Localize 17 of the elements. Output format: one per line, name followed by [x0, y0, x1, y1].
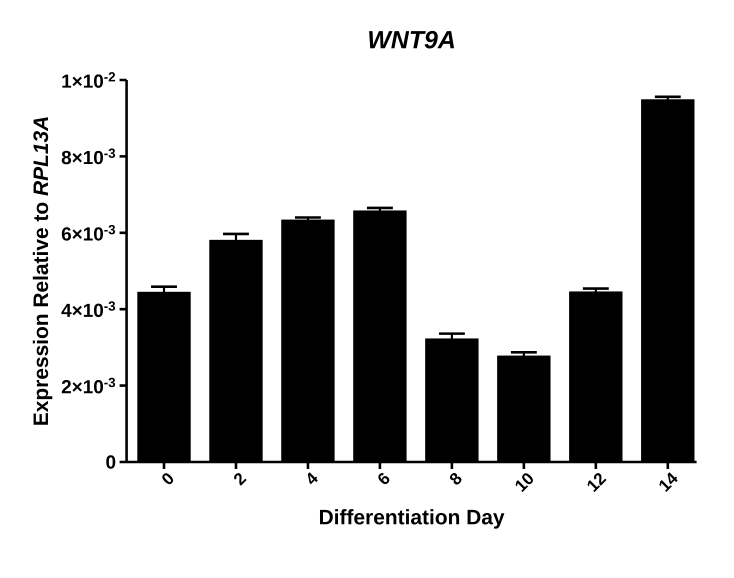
- y-axis-title: Expression Relative to RPL13A: [32, 117, 52, 425]
- x-tick-label: 14: [659, 472, 678, 492]
- y-tick-label: 4×10$^{-3}$: [61, 301, 116, 318]
- x-tick-label: 10: [516, 473, 533, 492]
- y-tick-label: 8×10$^{-3}$: [62, 148, 116, 164]
- x-tick-label: 6: [378, 473, 390, 484]
- x-tick-label: 0: [162, 473, 174, 484]
- y-tick-label: 2×10$^{-3}$: [62, 378, 116, 394]
- chart-title: WNT9A: [369, 30, 454, 48]
- x-tick-label: 8: [450, 472, 462, 484]
- x-axis-title: Differentiation Day: [320, 509, 504, 529]
- x-tick-label: 12: [588, 473, 607, 492]
- y-tick-label: 1×10$^{-2}$: [62, 72, 116, 88]
- y-tick-label: 6×10$^{-3}$: [62, 224, 116, 241]
- y-tick-label: 0: [106, 455, 116, 469]
- x-tick-label: 4: [308, 472, 318, 484]
- x-tick-label: 2: [234, 473, 247, 486]
